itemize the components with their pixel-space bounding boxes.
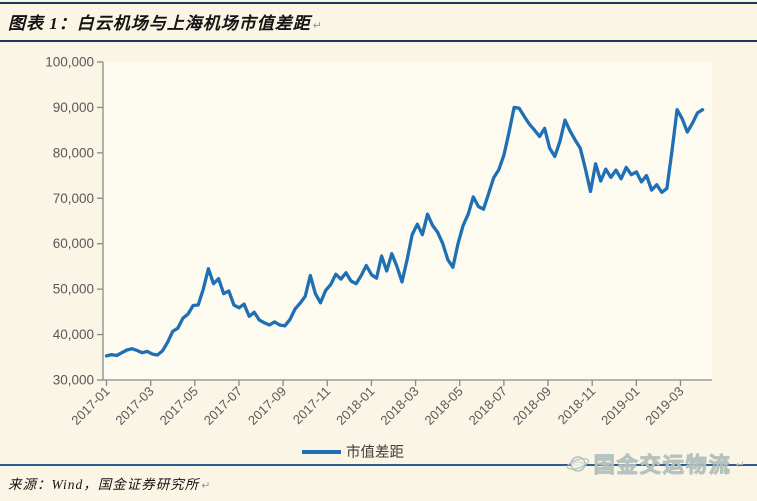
title-divider-rule bbox=[0, 40, 757, 42]
brand-watermark: 国金交运物流 ↵ bbox=[566, 449, 745, 479]
x-tick-label: 2018-01 bbox=[333, 384, 377, 428]
y-tick-label: 70,000 bbox=[53, 191, 94, 206]
axes bbox=[102, 62, 712, 381]
x-tick-label: 2019-03 bbox=[642, 384, 686, 428]
source-note: 来源：Wind，国金证券研究所 ↵ bbox=[8, 473, 211, 493]
source-text: 来源：Wind，国金证券研究所 bbox=[8, 477, 200, 492]
y-tick-label: 60,000 bbox=[53, 236, 94, 251]
y-axis-labels: 30,000 40,000 50,000 60,000 70,000 80,000 90,0… bbox=[45, 55, 103, 388]
y-tick-label: 50,000 bbox=[53, 282, 94, 297]
figure-title-row: 图表 1：白云机场与上海机场市值差距 ↵ bbox=[8, 9, 323, 34]
x-tick-label: 2019-01 bbox=[598, 384, 642, 428]
x-tick-label: 2018-11 bbox=[555, 384, 599, 428]
y-tick-label: 40,000 bbox=[53, 327, 94, 342]
x-tick-label: 2018-07 bbox=[466, 384, 510, 428]
title-return-mark: ↵ bbox=[312, 20, 323, 32]
legend-label: 市值差距 bbox=[346, 444, 404, 460]
series-line-market-value-gap bbox=[104, 105, 705, 358]
x-tick-label: 2018-03 bbox=[377, 384, 421, 428]
x-tick-label: 2017-03 bbox=[112, 384, 156, 428]
top-border-rule bbox=[0, 2, 757, 4]
market-value-gap-chart: 30,000 40,000 50,000 60,000 70,000 80,000 90,0… bbox=[45, 55, 712, 460]
y-tick-label: 90,000 bbox=[53, 100, 94, 115]
watermark-text: 国金交运物流 bbox=[593, 454, 732, 478]
x-tick-label: 2017-07 bbox=[201, 384, 245, 428]
legend: 市值差距 bbox=[302, 444, 404, 460]
y-tick-label: 30,000 bbox=[53, 373, 94, 388]
y-tick-label: 100,000 bbox=[45, 55, 94, 70]
x-tick-label: 2017-01 bbox=[68, 384, 112, 428]
x-axis-labels: 2017-01 2017-03 2017-05 2017-07 2017-09 2017-… bbox=[68, 380, 687, 428]
x-tick-label: 2017-05 bbox=[157, 384, 201, 428]
watermark-return-mark: ↵ bbox=[735, 458, 745, 471]
globe-icon bbox=[566, 456, 589, 472]
figure-title: 图表 1：白云机场与上海机场市值差距 bbox=[8, 14, 311, 33]
x-tick-label: 2017-09 bbox=[245, 384, 289, 428]
x-tick-label: 2018-05 bbox=[422, 384, 466, 428]
footer-divider-rule bbox=[0, 464, 757, 466]
y-tick-label: 80,000 bbox=[53, 145, 94, 160]
plot-area bbox=[103, 62, 712, 380]
x-tick-label: 2018-09 bbox=[510, 384, 554, 428]
source-return-mark: ↵ bbox=[201, 480, 212, 492]
x-tick-label: 2017-11 bbox=[290, 384, 334, 428]
